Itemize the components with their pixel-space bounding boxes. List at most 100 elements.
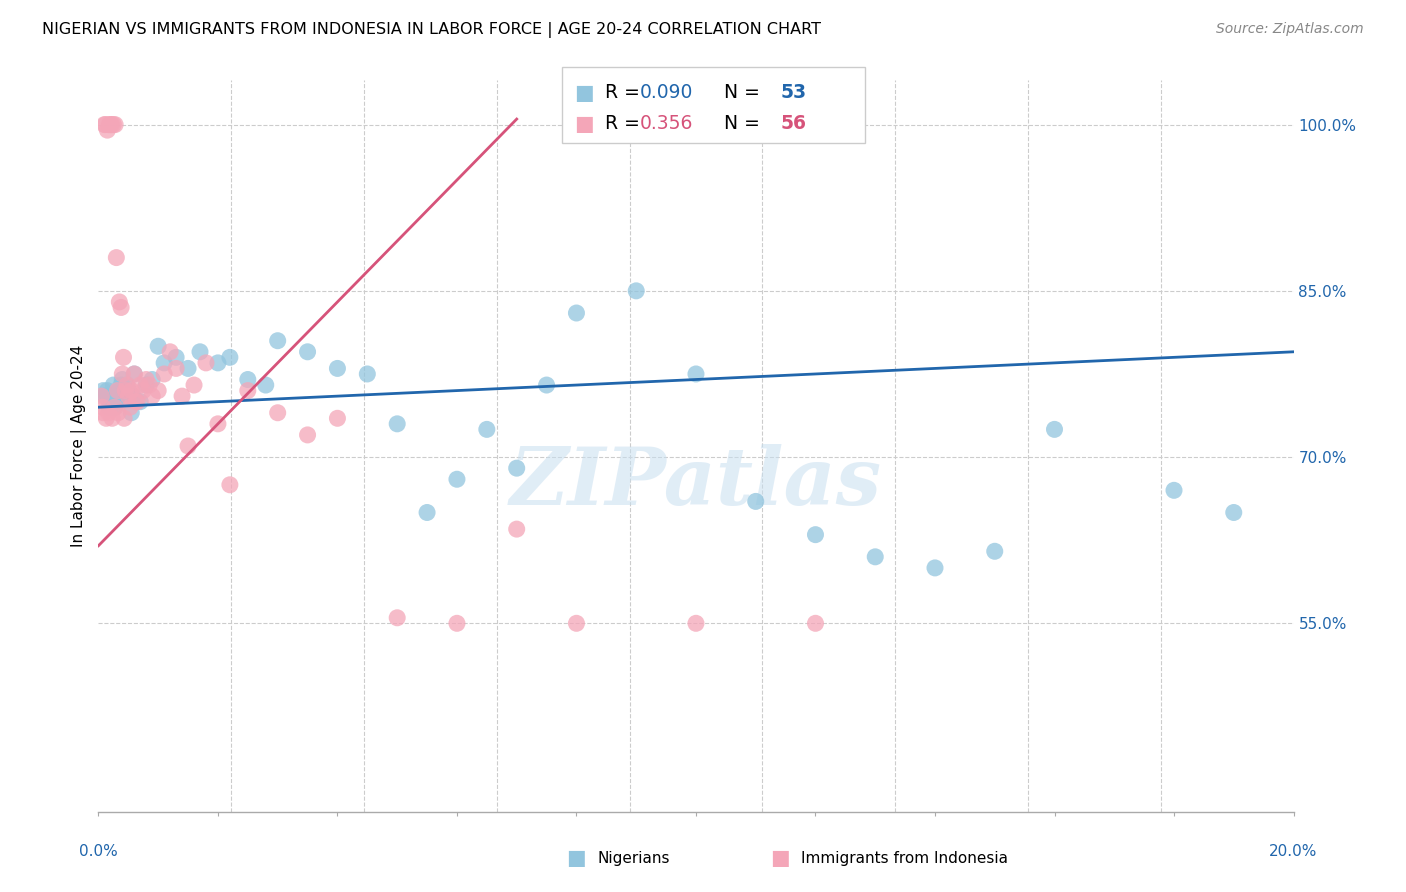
Point xyxy=(188,344,211,359)
Text: Immigrants from Indonesia: Immigrants from Indonesia xyxy=(801,851,1008,865)
Text: ■: ■ xyxy=(567,848,586,868)
Point xyxy=(267,334,290,348)
Point xyxy=(745,494,768,508)
Point xyxy=(446,472,468,486)
Point xyxy=(236,384,259,398)
Point xyxy=(96,384,118,398)
Point xyxy=(326,411,349,425)
Point xyxy=(107,406,129,420)
Point xyxy=(129,378,152,392)
Point xyxy=(120,384,142,398)
Point xyxy=(506,522,529,536)
Text: ■: ■ xyxy=(770,848,790,868)
Point xyxy=(124,367,146,381)
Point xyxy=(297,344,319,359)
Point xyxy=(195,356,218,370)
Point xyxy=(565,616,588,631)
Point xyxy=(446,616,468,631)
Point xyxy=(112,351,135,365)
Text: N =: N = xyxy=(724,114,761,133)
Point xyxy=(326,361,349,376)
Point xyxy=(172,389,194,403)
Point xyxy=(159,344,181,359)
Point xyxy=(416,506,439,520)
Point xyxy=(103,118,125,132)
Point xyxy=(94,118,117,132)
Text: R =: R = xyxy=(605,83,640,102)
Point xyxy=(117,389,139,403)
Point xyxy=(90,389,112,403)
Point xyxy=(141,372,163,386)
Point xyxy=(141,389,163,403)
Point xyxy=(122,389,145,403)
Point xyxy=(385,611,409,625)
Point xyxy=(475,422,498,436)
Point xyxy=(115,378,138,392)
Point xyxy=(103,378,125,392)
Point xyxy=(219,351,242,365)
Point xyxy=(129,394,152,409)
Point xyxy=(101,411,124,425)
Point xyxy=(104,118,127,132)
Point xyxy=(132,384,155,398)
Point xyxy=(120,406,142,420)
Text: ZIPatlas: ZIPatlas xyxy=(510,444,882,521)
Point xyxy=(117,384,139,398)
Point xyxy=(254,378,277,392)
Point xyxy=(105,394,128,409)
Point xyxy=(107,384,129,398)
Point xyxy=(183,378,205,392)
Point xyxy=(105,251,128,265)
Point xyxy=(135,372,157,386)
Text: N =: N = xyxy=(724,83,761,102)
Text: 0.090: 0.090 xyxy=(640,83,693,102)
Point xyxy=(98,118,122,132)
Point xyxy=(93,118,115,132)
Y-axis label: In Labor Force | Age 20-24: In Labor Force | Age 20-24 xyxy=(72,345,87,547)
Point xyxy=(506,461,529,475)
Text: 53: 53 xyxy=(780,83,807,102)
Point xyxy=(1043,422,1066,436)
Point xyxy=(1223,506,1246,520)
Point xyxy=(114,389,136,403)
Point xyxy=(98,401,122,415)
Point xyxy=(138,378,160,392)
Point xyxy=(153,356,176,370)
Point xyxy=(165,351,187,365)
Point xyxy=(565,306,588,320)
Point xyxy=(120,401,142,415)
Point xyxy=(93,389,115,403)
Point xyxy=(115,378,138,392)
Text: Nigerians: Nigerians xyxy=(598,851,671,865)
Text: Source: ZipAtlas.com: Source: ZipAtlas.com xyxy=(1216,22,1364,37)
Point xyxy=(125,394,148,409)
Point xyxy=(148,339,170,353)
Point xyxy=(112,411,135,425)
Point xyxy=(177,361,200,376)
Text: ■: ■ xyxy=(574,83,593,103)
Point xyxy=(98,118,121,132)
Point xyxy=(100,118,122,132)
Text: 20.0%: 20.0% xyxy=(1270,845,1317,859)
Point xyxy=(111,372,134,386)
Point xyxy=(984,544,1007,558)
Point xyxy=(148,384,170,398)
Point xyxy=(104,401,127,415)
Text: NIGERIAN VS IMMIGRANTS FROM INDONESIA IN LABOR FORCE | AGE 20-24 CORRELATION CHA: NIGERIAN VS IMMIGRANTS FROM INDONESIA IN… xyxy=(42,22,821,38)
Point xyxy=(536,378,558,392)
Point xyxy=(165,361,187,376)
Point xyxy=(103,401,125,415)
Point xyxy=(110,378,132,392)
Point xyxy=(98,401,121,415)
Point xyxy=(267,406,290,420)
Point xyxy=(94,389,117,403)
Point xyxy=(108,294,131,309)
Point xyxy=(91,406,114,420)
Point xyxy=(96,123,118,137)
Point xyxy=(135,378,157,392)
Point xyxy=(91,384,114,398)
Text: 0.0%: 0.0% xyxy=(79,845,118,859)
Point xyxy=(111,367,134,381)
Point xyxy=(626,284,648,298)
Text: 56: 56 xyxy=(780,114,806,133)
